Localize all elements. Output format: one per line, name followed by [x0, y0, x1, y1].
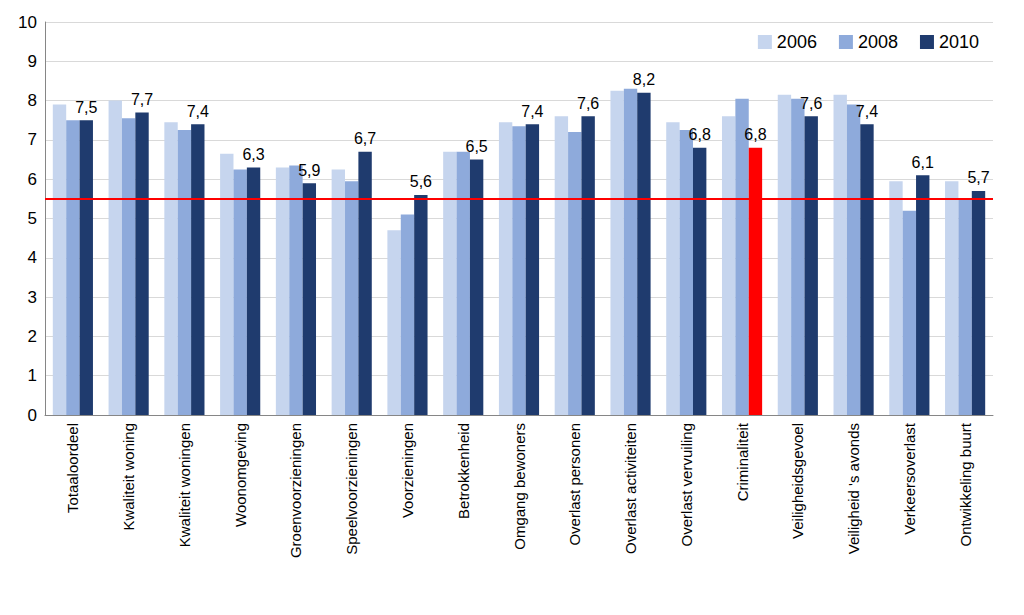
- svg-text:6,5: 6,5: [465, 138, 487, 155]
- svg-text:5: 5: [28, 209, 37, 228]
- svg-text:8: 8: [28, 91, 37, 110]
- svg-text:Woonomgeving: Woonomgeving: [232, 423, 249, 527]
- svg-text:7,6: 7,6: [800, 95, 822, 112]
- svg-text:Criminaliteit: Criminaliteit: [734, 422, 751, 501]
- svg-text:2010: 2010: [939, 32, 979, 52]
- svg-text:7: 7: [28, 130, 37, 149]
- svg-text:7,6: 7,6: [577, 95, 599, 112]
- svg-text:Kwaliteit woningen: Kwaliteit woningen: [176, 423, 193, 547]
- svg-text:Ontwikkeling buurt: Ontwikkeling buurt: [957, 422, 974, 546]
- svg-text:0: 0: [28, 406, 37, 425]
- svg-text:6: 6: [28, 170, 37, 189]
- svg-text:2006: 2006: [777, 32, 817, 52]
- svg-text:6,1: 6,1: [912, 154, 934, 171]
- svg-text:7,5: 7,5: [75, 99, 97, 116]
- svg-text:Veiligheid 's avonds: Veiligheid 's avonds: [845, 423, 862, 554]
- svg-text:1: 1: [28, 366, 37, 385]
- svg-text:6,7: 6,7: [354, 130, 376, 147]
- svg-text:7,7: 7,7: [131, 91, 153, 108]
- svg-text:10: 10: [18, 13, 37, 32]
- svg-text:Overlast activiteiten: Overlast activiteiten: [622, 423, 639, 554]
- svg-text:Kwaliteit woning: Kwaliteit woning: [120, 423, 137, 531]
- svg-text:3: 3: [28, 288, 37, 307]
- svg-text:5,6: 5,6: [410, 173, 432, 190]
- svg-text:8,2: 8,2: [633, 71, 655, 88]
- svg-text:5,7: 5,7: [967, 169, 989, 186]
- svg-text:Groenvoorzieningen: Groenvoorzieningen: [287, 423, 304, 558]
- svg-text:6,8: 6,8: [689, 126, 711, 143]
- svg-text:Overlast personen: Overlast personen: [566, 423, 583, 546]
- svg-text:Veiligheidsgevoel: Veiligheidsgevoel: [789, 423, 806, 539]
- svg-text:4: 4: [28, 248, 37, 267]
- svg-text:9: 9: [28, 52, 37, 71]
- svg-text:Speelvoorzieningen: Speelvoorzieningen: [343, 423, 360, 555]
- svg-text:7,4: 7,4: [521, 103, 543, 120]
- svg-text:Omgang bewoners: Omgang bewoners: [511, 423, 528, 550]
- svg-text:2008: 2008: [858, 32, 898, 52]
- svg-text:Overlast vervuiling: Overlast vervuiling: [678, 423, 695, 546]
- svg-text:5,9: 5,9: [298, 162, 320, 179]
- svg-text:7,4: 7,4: [187, 103, 209, 120]
- svg-text:7,4: 7,4: [856, 103, 878, 120]
- svg-text:Totaaloordeel: Totaaloordeel: [64, 423, 81, 513]
- svg-text:6,8: 6,8: [744, 126, 766, 143]
- svg-text:Betrokkenheid: Betrokkenheid: [455, 423, 472, 519]
- svg-text:Verkeersoverlast: Verkeersoverlast: [901, 422, 918, 535]
- svg-text:6,3: 6,3: [242, 146, 264, 163]
- svg-text:Voorzieningen: Voorzieningen: [399, 423, 416, 518]
- svg-text:2: 2: [28, 327, 37, 346]
